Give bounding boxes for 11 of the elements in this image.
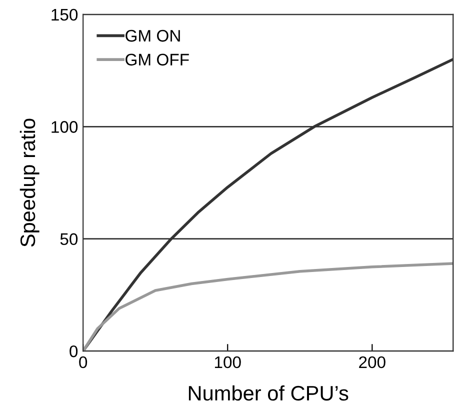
y-tick-label: 100 (52, 121, 78, 133)
x-axis-title: Number of CPU’s (188, 385, 348, 401)
y-axis-title: Speedup ratio (20, 118, 40, 247)
y-tick-label: 150 (52, 8, 78, 21)
x-tick-label: 200 (359, 356, 386, 368)
y-tick-label: 0 (70, 345, 78, 358)
x-tick-label: 100 (214, 356, 241, 368)
legend-label: GM OFF (126, 54, 189, 66)
x-tick-label: 0 (79, 356, 88, 368)
legend-label: GM ON (126, 30, 180, 42)
y-tick-label: 50 (60, 233, 78, 246)
